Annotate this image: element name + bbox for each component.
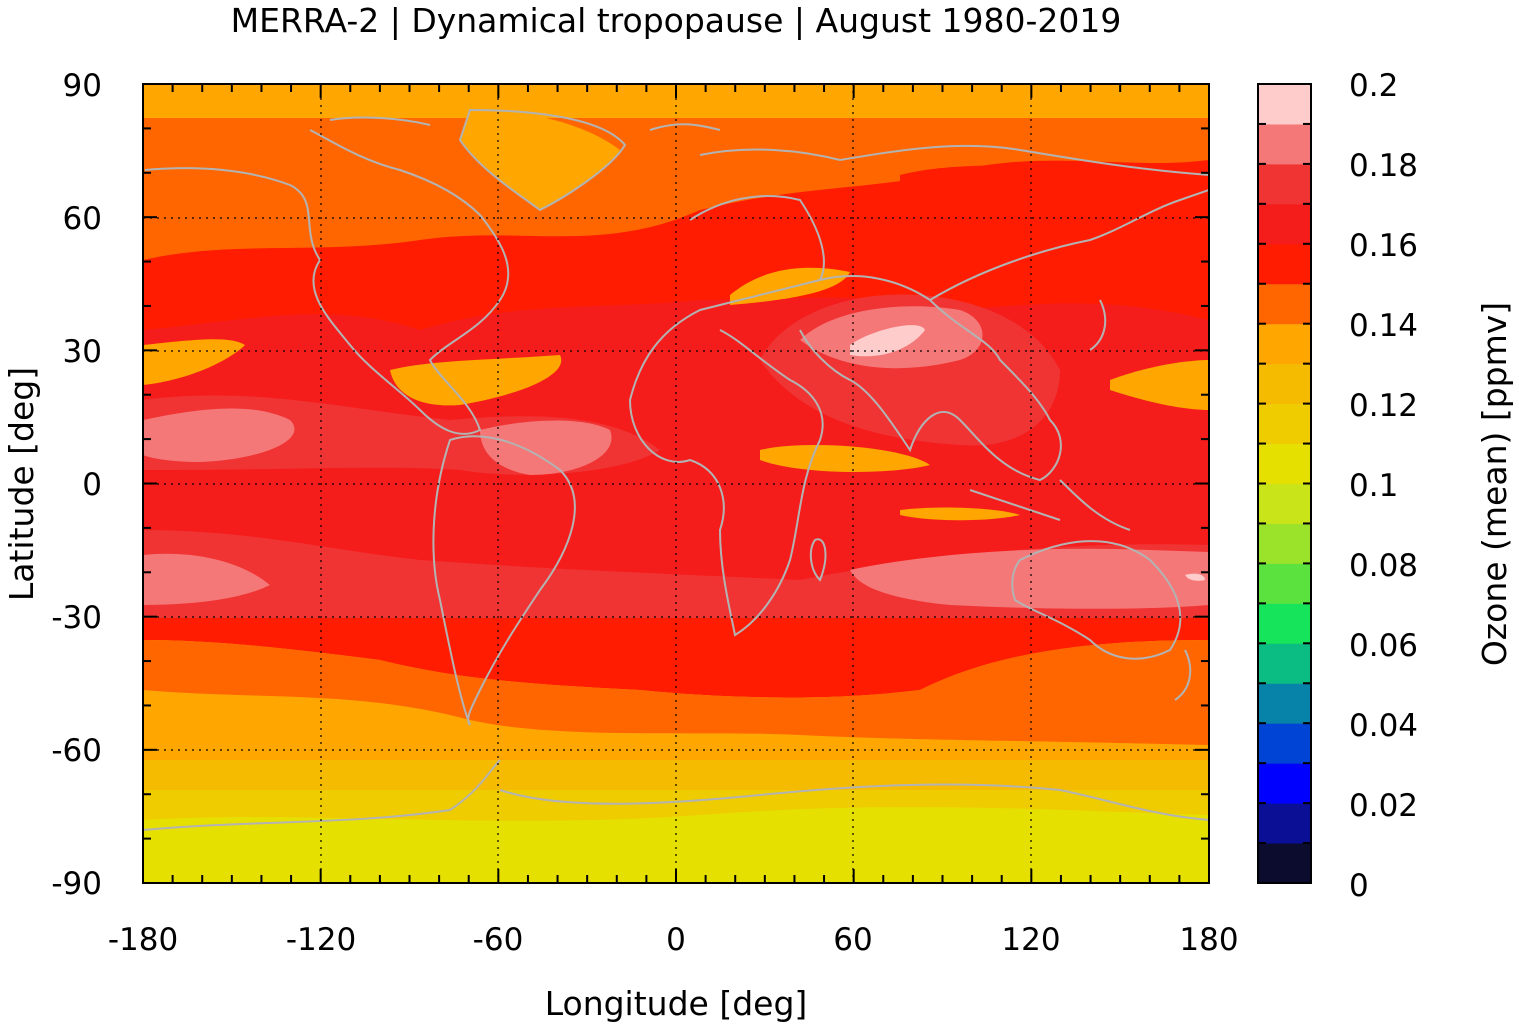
colorbar-tick-labels: 0.2 0.18 0.16 0.14 0.12 0.1 0.08 0.06 0.…	[1349, 68, 1418, 904]
colorbar-tick-label: 0.2	[1349, 68, 1398, 104]
y-tick-labels: 90 60 30 0 -30 -60 -90	[51, 68, 102, 902]
x-tick-labels: -180 -120 -60 0 60 120 180	[108, 922, 1239, 958]
colorbar-level	[1258, 403, 1311, 445]
colorbar-tick-label: 0.18	[1349, 148, 1418, 184]
colorbar-level	[1258, 523, 1311, 564]
colorbar-tick-label: 0.02	[1349, 788, 1418, 824]
colorbar	[1258, 84, 1311, 884]
axis-ticks	[142, 83, 1210, 884]
x-tick-label: -120	[286, 922, 356, 958]
x-tick-label: 120	[1001, 922, 1060, 958]
band-south-red	[143, 618, 1209, 698]
plot-area	[143, 84, 1209, 883]
colorbar-tick-label: 0.04	[1349, 708, 1418, 744]
y-axis-label: Latitude [deg]	[2, 367, 41, 601]
colorbar-level	[1258, 123, 1311, 165]
x-tick-label: -60	[473, 922, 524, 958]
colorbar-ticks	[1258, 83, 1311, 884]
colorbar-level	[1258, 323, 1311, 365]
x-axis-label: Longitude [deg]	[545, 984, 808, 1023]
y-tick-label: -90	[51, 866, 102, 902]
aus-pink-core	[1185, 573, 1205, 581]
colorbar-level	[1258, 683, 1311, 724]
colorbar-level	[1258, 563, 1311, 604]
npac-pink	[143, 408, 295, 462]
coast-indonesia	[969, 479, 1131, 531]
colorbar-level	[1258, 243, 1311, 285]
spac-pink	[143, 553, 270, 605]
colorbar-tick-label: 0.12	[1349, 388, 1418, 424]
colorbar-level	[1258, 363, 1311, 405]
colorbar-tick-label: 0.06	[1349, 628, 1418, 664]
africa-eq-orange	[760, 445, 930, 472]
colorbar-level	[1258, 803, 1311, 844]
coastlines	[143, 108, 1209, 831]
y-tick-label: 90	[63, 68, 102, 104]
colorbar-label: Ozone (mean) [ppmv]	[1475, 302, 1514, 666]
colorbar-level	[1258, 163, 1311, 205]
asia-max-core	[850, 325, 925, 357]
colorbar-level	[1258, 443, 1311, 484]
atlantic-pink	[480, 420, 612, 475]
band-yellow-3	[143, 807, 1209, 883]
colorbar-level	[1258, 603, 1311, 644]
coast-south-america	[432, 435, 576, 726]
colorbar-level	[1258, 763, 1311, 804]
x-tick-label: 60	[833, 922, 872, 958]
colorbar-level	[1258, 283, 1311, 325]
coast-asia	[799, 144, 1209, 482]
y-tick-label: 0	[82, 467, 102, 503]
colorbar-tick-label: 0.08	[1349, 548, 1418, 584]
caribbean-orange	[390, 355, 562, 406]
coast-nz	[1174, 649, 1192, 701]
west-pacific-orange	[1110, 360, 1209, 410]
coast-australia	[1011, 540, 1182, 660]
coast-arctic-islands	[329, 116, 841, 161]
colorbar-level	[1258, 483, 1311, 524]
colorbar-level	[1258, 203, 1311, 245]
grid	[143, 84, 1209, 883]
colorbar-tick-label: 0.1	[1349, 468, 1398, 504]
coast-japan	[1089, 299, 1107, 351]
colorbar-tick-label: 0.16	[1349, 228, 1418, 264]
x-tick-label: -180	[108, 922, 178, 958]
y-tick-label: -60	[51, 733, 102, 769]
colorbar-level	[1258, 843, 1311, 884]
colorbar-level	[1258, 643, 1311, 684]
y-tick-label: -30	[51, 600, 102, 636]
x-tick-label: 180	[1179, 922, 1238, 958]
ind-pink	[850, 548, 1209, 609]
coast-antarctica	[143, 759, 1209, 831]
x-tick-label: 0	[666, 922, 686, 958]
colorbar-tick-label: 0	[1349, 868, 1369, 904]
coast-europe-africa	[628, 195, 825, 637]
y-tick-label: 30	[63, 334, 102, 370]
colorbar-level	[1258, 723, 1311, 764]
coast-madagascar	[809, 538, 827, 582]
pacific-north-orange	[143, 339, 245, 385]
east-pacific-orange	[900, 507, 1020, 521]
siberia-red	[900, 165, 1209, 263]
y-tick-label: 60	[63, 201, 102, 237]
colorbar-tick-label: 0.14	[1349, 308, 1418, 344]
chart-title: MERRA-2 | Dynamical tropopause | August …	[231, 1, 1122, 40]
coast-greenland	[458, 108, 627, 212]
colorbar-level	[1258, 84, 1311, 125]
coast-north-america	[144, 129, 510, 435]
